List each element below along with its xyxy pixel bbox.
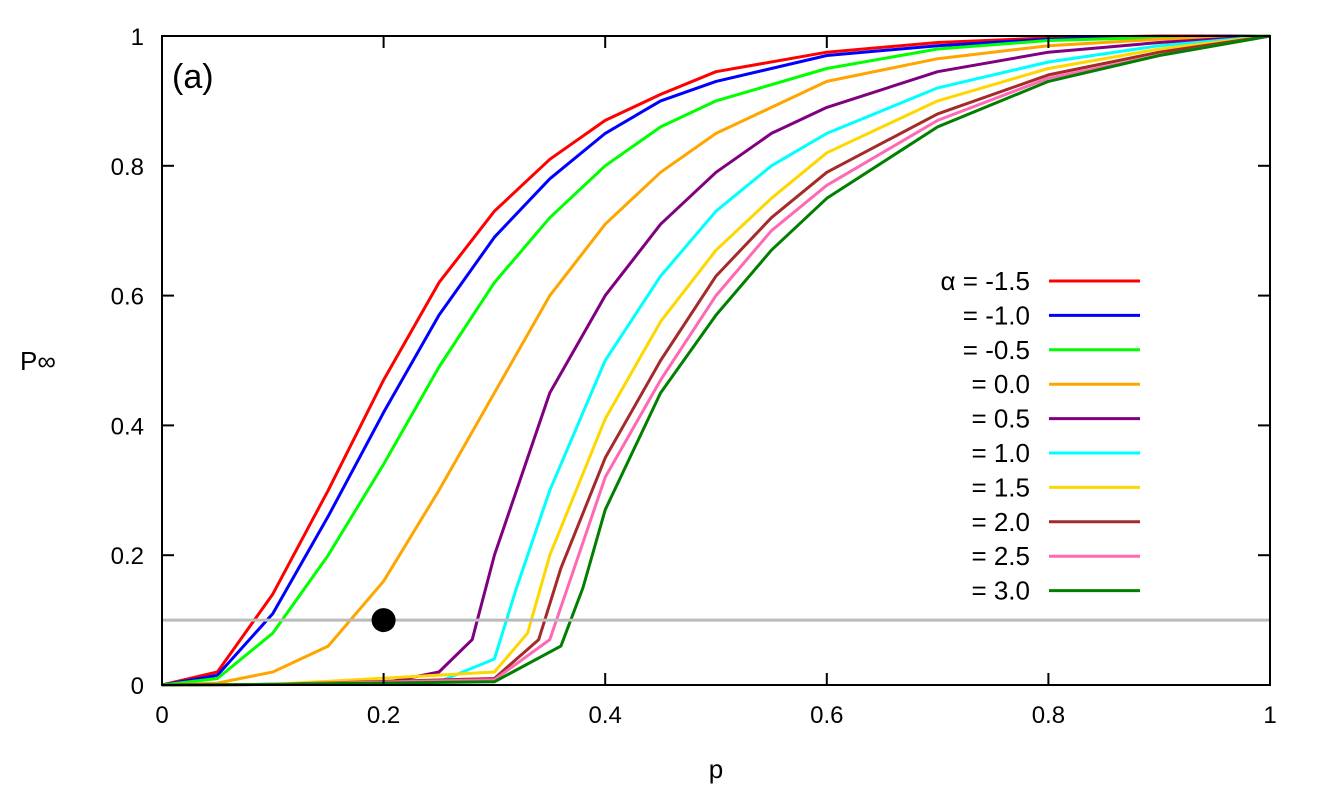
legend: α = -1.5 = -1.0 = -0.5 = 0.0 = 0.5 = 1.0 = 1.5… bbox=[941, 266, 1140, 606]
series-line-3 bbox=[161, 34, 1271, 687]
y-tick-label: 1 bbox=[131, 24, 144, 51]
panel-label: (a) bbox=[172, 58, 214, 96]
y-tick-label: 0.8 bbox=[111, 154, 144, 181]
legend-label-9: = 3.0 bbox=[971, 576, 1030, 606]
series-group bbox=[161, 34, 1271, 687]
x-tick-label: 0 bbox=[155, 702, 168, 729]
legend-label-7: = 2.0 bbox=[971, 507, 1030, 537]
series-line-7 bbox=[161, 34, 1271, 687]
legend-label-4: = 0.5 bbox=[971, 404, 1030, 434]
legend-label-5: = 1.0 bbox=[971, 438, 1030, 468]
y-tick-label: 0.6 bbox=[111, 284, 144, 311]
legend-label-3: = 0.0 bbox=[971, 369, 1030, 399]
x-tick-label: 0.8 bbox=[1032, 702, 1065, 729]
x-tick-label: 1 bbox=[1263, 702, 1276, 729]
ticks-group: 0 0.2 0.4 0.6 0.8 1 0 0.2 0.4 0.6 0.8 1 bbox=[111, 24, 1277, 729]
reference-group bbox=[162, 608, 1270, 633]
y-tick-label: 0.4 bbox=[111, 413, 144, 440]
legend-label-0: α = -1.5 bbox=[941, 266, 1030, 296]
legend-label-1: = -1.0 bbox=[963, 300, 1030, 330]
series-line-6 bbox=[161, 34, 1271, 687]
x-tick-label: 0.6 bbox=[810, 702, 843, 729]
series-line-8 bbox=[161, 34, 1271, 687]
legend-label-2: = -0.5 bbox=[963, 335, 1030, 365]
y-tick-label: 0.2 bbox=[111, 543, 144, 570]
x-tick-label: 0.4 bbox=[589, 702, 622, 729]
series-line-9 bbox=[161, 34, 1271, 687]
series-line-0 bbox=[161, 34, 1270, 687]
marker-point bbox=[371, 608, 396, 633]
series-line-1 bbox=[161, 34, 1271, 687]
y-tick-label: 0 bbox=[131, 673, 144, 700]
x-tick-label: 0.2 bbox=[367, 702, 400, 729]
y-axis-label: P∞ bbox=[20, 346, 56, 376]
legend-label-8: = 2.5 bbox=[971, 541, 1030, 571]
legend-label-6: = 1.5 bbox=[971, 472, 1030, 502]
x-axis-label: p bbox=[709, 754, 723, 784]
plot-frame bbox=[161, 35, 1271, 686]
series-line-2 bbox=[161, 34, 1271, 687]
